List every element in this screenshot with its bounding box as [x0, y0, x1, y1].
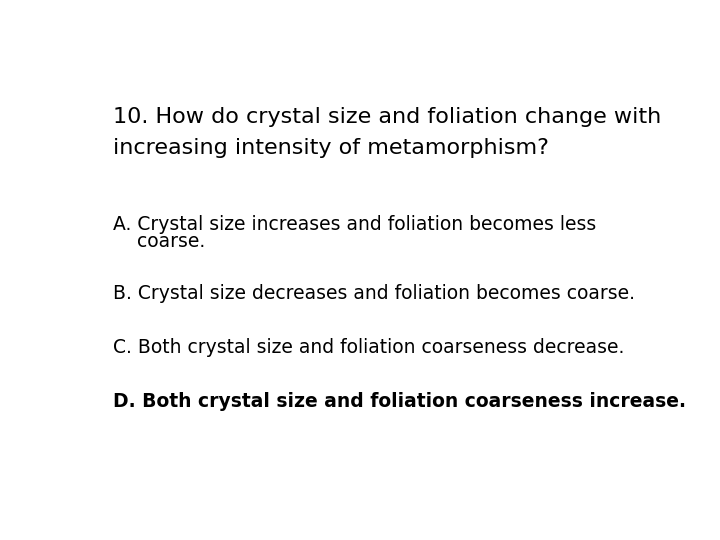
Text: C. Both crystal size and foliation coarseness decrease.: C. Both crystal size and foliation coars… [113, 338, 625, 357]
Text: increasing intensity of metamorphism?: increasing intensity of metamorphism? [113, 138, 549, 158]
Text: coarse.: coarse. [113, 232, 205, 251]
Text: D. Both crystal size and foliation coarseness increase.: D. Both crystal size and foliation coars… [113, 392, 686, 411]
Text: B. Crystal size decreases and foliation becomes coarse.: B. Crystal size decreases and foliation … [113, 284, 635, 303]
Text: 10. How do crystal size and foliation change with: 10. How do crystal size and foliation ch… [113, 107, 662, 127]
Text: A. Crystal size increases and foliation becomes less: A. Crystal size increases and foliation … [113, 215, 596, 234]
